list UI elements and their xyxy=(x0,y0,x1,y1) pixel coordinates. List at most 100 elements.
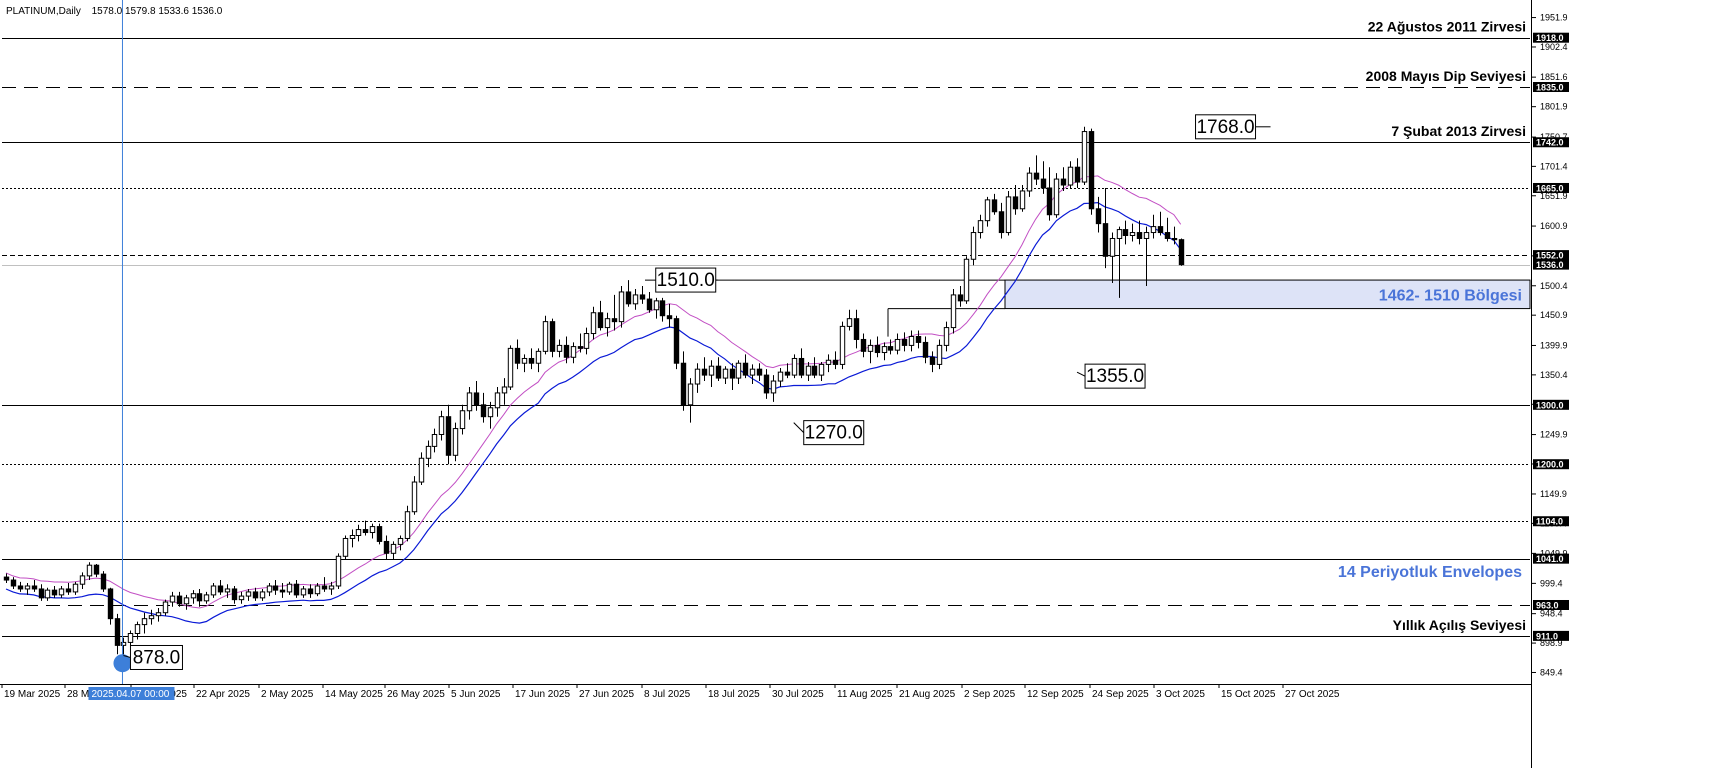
level-price-tag: 1835.0 xyxy=(1533,82,1569,93)
candle xyxy=(342,535,349,560)
price-tick-label: 1249.9 xyxy=(1540,430,1568,440)
candle-body xyxy=(784,371,791,376)
crosshair-time-tag-label: 2025.04.07 00:00 xyxy=(91,689,169,700)
level-price-tag-bg xyxy=(1533,459,1569,470)
crosshair-time-tag-bg xyxy=(88,687,175,700)
candle xyxy=(120,637,127,656)
candle-body xyxy=(901,338,908,346)
level-price-tag-bg xyxy=(1533,630,1569,641)
candle xyxy=(881,342,888,361)
level-price-tag: 1552.0 xyxy=(1533,250,1569,261)
candle xyxy=(846,309,853,331)
candle-body xyxy=(860,338,867,352)
candle-body xyxy=(65,588,72,593)
candle xyxy=(853,309,860,349)
price-tick-label: 1049.9 xyxy=(1540,548,1568,558)
candle-body xyxy=(929,356,936,365)
candle xyxy=(1088,128,1095,215)
candle xyxy=(501,378,508,405)
price-box-label: 878.0 xyxy=(133,647,181,668)
time-tick-label: 22 Apr 2025 xyxy=(196,689,250,700)
candle-body xyxy=(155,612,162,617)
level-price-tag-label: 1300.0 xyxy=(1536,400,1564,410)
candle xyxy=(542,315,549,355)
candle-body xyxy=(604,318,611,329)
chart-header: PLATINUM,Daily 1578.0 1579.8 1533.6 1536… xyxy=(6,6,223,17)
price-box-frame xyxy=(1084,363,1146,389)
candle-body xyxy=(1088,131,1095,210)
candle-body xyxy=(162,601,169,614)
candle xyxy=(404,505,411,542)
price-box-frame xyxy=(129,644,183,670)
candle xyxy=(1019,185,1026,212)
zone-label: 1462- 1510 Bölgesi xyxy=(1379,287,1522,304)
time-tick-label: 2 Sep 2025 xyxy=(964,689,1016,700)
candle-body xyxy=(79,575,86,585)
candle-body xyxy=(1116,229,1123,239)
candle-body xyxy=(521,357,528,364)
candle xyxy=(901,332,908,352)
candle-body xyxy=(404,511,411,539)
candle xyxy=(715,357,722,382)
price-tick-label: 1902.4 xyxy=(1540,42,1568,52)
level-price-tag-bg xyxy=(1533,516,1569,527)
candle xyxy=(293,580,300,598)
candle xyxy=(190,590,197,604)
level-price-tag: 911.0 xyxy=(1533,630,1569,641)
candle xyxy=(328,581,335,595)
level-price-tag-bg xyxy=(1533,399,1569,410)
candle-body xyxy=(286,583,293,593)
candle xyxy=(784,363,791,379)
candle xyxy=(798,348,805,379)
price-box: 1355.0 xyxy=(1076,363,1146,389)
candle-body xyxy=(805,365,812,376)
candle xyxy=(196,588,203,607)
candle-body xyxy=(1012,196,1019,210)
candle-body xyxy=(321,585,328,590)
candle-body xyxy=(1033,172,1040,180)
price-tick-label: 1801.9 xyxy=(1540,102,1568,112)
level-price-tag-label: 911.0 xyxy=(1536,631,1558,641)
candle-body xyxy=(777,371,784,382)
candle xyxy=(1026,167,1033,197)
candle xyxy=(929,351,936,373)
candle-body xyxy=(846,318,853,327)
time-tick-label: 24 Sep 2025 xyxy=(1092,689,1149,700)
candle xyxy=(38,584,45,601)
candle xyxy=(217,580,224,595)
crosshair-time-tag: 2025.04.07 00:00 xyxy=(88,687,175,700)
candle xyxy=(58,585,65,598)
time-tick-label: 27 Oct 2025 xyxy=(1285,689,1340,700)
candle xyxy=(514,339,521,370)
candle-body xyxy=(1157,226,1164,234)
candle-body xyxy=(528,357,535,364)
candle xyxy=(494,386,501,417)
candle xyxy=(590,306,597,340)
time-tick-label: 14 May 2025 xyxy=(325,689,383,700)
ohlc-readout: 1578.0 1579.8 1533.6 1536.0 xyxy=(92,6,223,17)
candle xyxy=(445,404,452,465)
candle xyxy=(749,364,756,385)
level-price-tag-label: 1536.0 xyxy=(1536,260,1564,270)
candle-body xyxy=(335,555,342,587)
crosshair-marker xyxy=(113,654,132,673)
candle-body xyxy=(694,368,701,385)
candle xyxy=(722,366,729,385)
candle xyxy=(286,581,293,595)
candle xyxy=(777,367,784,387)
candle xyxy=(867,339,874,364)
candle xyxy=(127,630,134,646)
time-tick-label: 3 Oct 2025 xyxy=(1156,689,1205,700)
candle-body xyxy=(825,359,832,365)
candle-body xyxy=(977,220,984,234)
candle-body xyxy=(494,392,501,409)
candle xyxy=(100,571,107,592)
candle-body xyxy=(514,347,521,364)
candle-body xyxy=(908,335,915,346)
candle-body xyxy=(245,591,252,597)
candle xyxy=(860,333,867,358)
level-price-tag: 1200.0 xyxy=(1533,459,1569,470)
time-tick-label: 21 Aug 2025 xyxy=(899,689,956,700)
candle-body xyxy=(1074,166,1081,183)
